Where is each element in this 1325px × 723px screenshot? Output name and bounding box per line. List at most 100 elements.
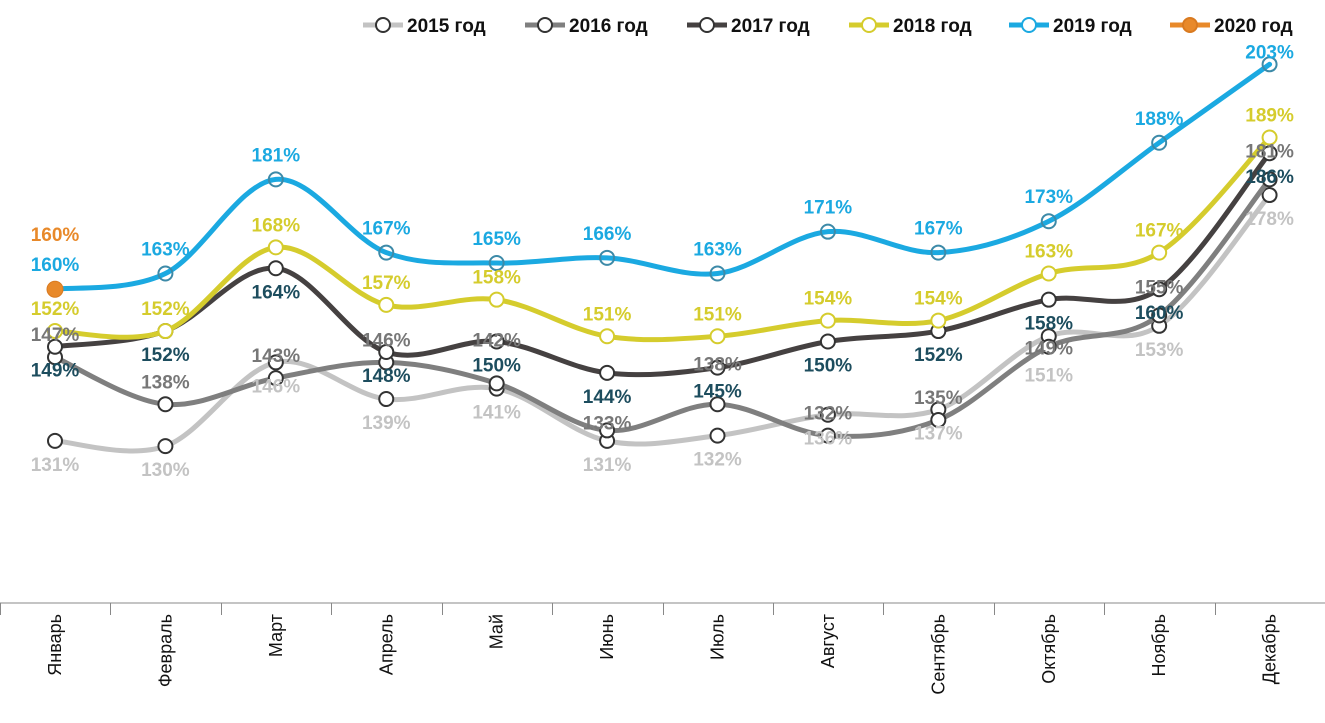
data-point — [1151, 307, 1168, 324]
data-label: 178% — [1245, 209, 1294, 230]
data-label: 137% — [914, 423, 963, 444]
data-label: 168% — [252, 215, 301, 236]
legend-marker — [699, 17, 715, 33]
x-tick-label: Май — [487, 614, 507, 649]
data-point — [599, 364, 616, 381]
data-label: 149% — [1024, 339, 1073, 360]
data-label: 160% — [31, 255, 80, 276]
data-point — [709, 328, 726, 345]
x-tick-label: Июнь — [597, 614, 617, 660]
series-line — [52, 150, 1273, 378]
data-label: 188% — [1135, 109, 1184, 130]
data-label: 171% — [804, 198, 853, 219]
series-lines — [46, 56, 1278, 455]
data-point — [488, 375, 505, 392]
legend-marker — [1021, 17, 1037, 33]
data-point — [1040, 213, 1057, 230]
x-tick-label: Сентябрь — [928, 614, 948, 695]
data-point — [819, 333, 836, 350]
data-label: 152% — [914, 345, 963, 366]
legend-item: 2017 год — [687, 16, 810, 37]
data-point — [378, 391, 395, 408]
data-point — [709, 396, 726, 413]
data-point — [1261, 171, 1278, 188]
legend-label: 2018 год — [893, 16, 972, 37]
data-point — [157, 396, 174, 413]
x-tick-label: Август — [818, 614, 838, 668]
data-label: 151% — [693, 304, 742, 325]
legend-label: 2015 год — [407, 16, 486, 37]
data-point — [267, 354, 284, 371]
data-label: 158% — [472, 268, 521, 289]
data-label: 155% — [1135, 277, 1184, 298]
data-label: 145% — [693, 382, 742, 403]
data-label: 163% — [141, 240, 190, 261]
legend-item: 2016 год — [525, 16, 648, 37]
data-label: 131% — [31, 455, 80, 476]
x-tick-label: Декабрь — [1260, 614, 1280, 684]
data-label: 167% — [362, 219, 411, 240]
data-point — [709, 265, 726, 282]
legend-label: 2017 год — [731, 16, 810, 37]
legend-item: 2020 год — [1170, 16, 1293, 37]
data-point — [157, 438, 174, 455]
data-label: 135% — [914, 388, 963, 409]
data-label: 150% — [472, 356, 521, 377]
data-label: 132% — [693, 450, 742, 471]
data-point — [157, 323, 174, 340]
data-label: 151% — [583, 304, 632, 325]
legend-item: 2018 год — [849, 16, 972, 37]
x-tick-label: Июль — [708, 614, 728, 660]
data-label: 139% — [362, 413, 411, 434]
data-label: 165% — [472, 229, 521, 250]
data-point — [267, 239, 284, 256]
legend-marker — [375, 17, 391, 33]
series-2018-год — [47, 129, 1278, 345]
series-2017-год — [47, 145, 1278, 381]
legend-marker — [861, 17, 877, 33]
data-point — [709, 359, 726, 376]
data-label: 181% — [1245, 141, 1294, 162]
data-label: 132% — [804, 404, 853, 425]
legend-label: 2016 год — [569, 16, 648, 37]
legend-item: 2019 год — [1009, 16, 1132, 37]
data-label: 141% — [472, 403, 521, 424]
series-line — [52, 176, 1273, 439]
data-point — [47, 338, 63, 355]
data-point — [488, 333, 505, 350]
data-point — [819, 406, 836, 423]
x-axis: Январь Февраль Март Апрель Май Июнь Июль Август… — [0, 602, 1325, 695]
data-label: 144% — [583, 387, 632, 408]
data-point — [378, 244, 395, 261]
data-point — [819, 427, 836, 444]
legend-item: 2015 год — [363, 16, 486, 37]
data-point — [1261, 145, 1278, 162]
data-label: 163% — [693, 240, 742, 261]
legend-marker — [1182, 17, 1198, 33]
x-tick-label: Март — [266, 614, 286, 657]
series-line — [52, 192, 1273, 454]
data-point — [157, 265, 174, 282]
data-point — [378, 343, 395, 360]
data-label: 130% — [141, 460, 190, 481]
data-label: 153% — [1135, 340, 1184, 361]
series-2019-год — [47, 56, 1278, 298]
data-label: 146% — [252, 376, 301, 397]
data-label: 142% — [472, 330, 521, 351]
series-2015-год — [47, 187, 1278, 455]
data-point — [1261, 129, 1278, 146]
legend: 2015 год 2016 год 2017 год 2018 год 2019 год… — [363, 16, 1293, 37]
legend-marker — [537, 17, 553, 33]
data-label: 151% — [1024, 365, 1073, 386]
x-tick-label: Ноябрь — [1149, 614, 1169, 676]
data-label: 186% — [1245, 167, 1294, 188]
data-point — [819, 312, 836, 329]
data-label: 167% — [1135, 221, 1184, 242]
data-label: 146% — [362, 330, 411, 351]
data-label: 152% — [31, 299, 80, 320]
data-point — [1040, 265, 1057, 282]
data-label: 160% — [1135, 303, 1184, 324]
data-point — [47, 432, 63, 449]
data-point — [819, 223, 836, 240]
